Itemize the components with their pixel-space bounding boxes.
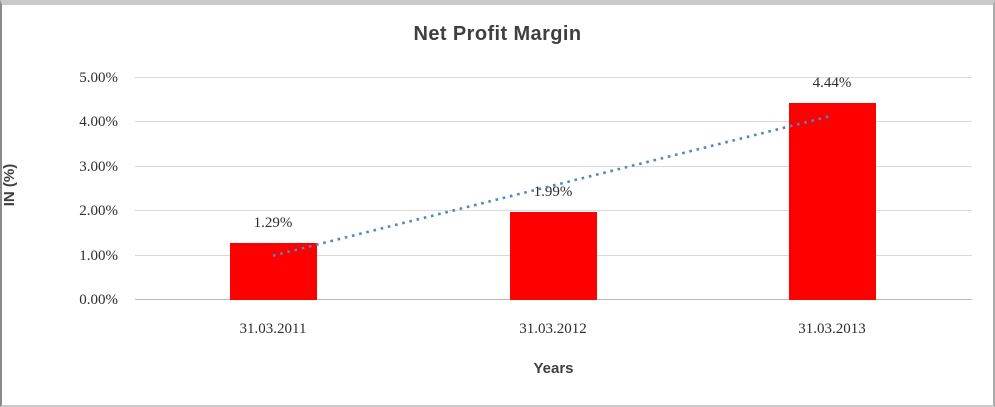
y-tick-label: 3.00% [79,158,118,175]
bar-value-label: 1.99% [533,183,573,200]
bar [509,211,597,300]
x-tick-label: 31.03.2011 [239,321,307,337]
x-tick-label: 31.03.2013 [798,321,866,337]
plot-area: 0.00% 1.00% 2.00% 3.00% 4.00% 5.00% 1.29% 31.03… [2,5,993,405]
bar [229,242,317,300]
y-tick-label: 4.00% [79,114,118,131]
y-tick-label: 2.00% [79,203,118,220]
y-tick-label: 5.00% [79,70,118,86]
bar [788,102,876,300]
y-tick-label: 0.00% [79,292,118,308]
bar-value-label: 4.44% [812,74,852,91]
bar-value-label: 1.29% [253,214,293,231]
x-tick-label: 31.03.2012 [519,321,587,337]
chart-title: Net Profit Margin [413,23,582,45]
x-axis-title: Years [533,360,574,377]
gridline [135,77,972,78]
y-tick-label: 1.00% [79,247,118,264]
